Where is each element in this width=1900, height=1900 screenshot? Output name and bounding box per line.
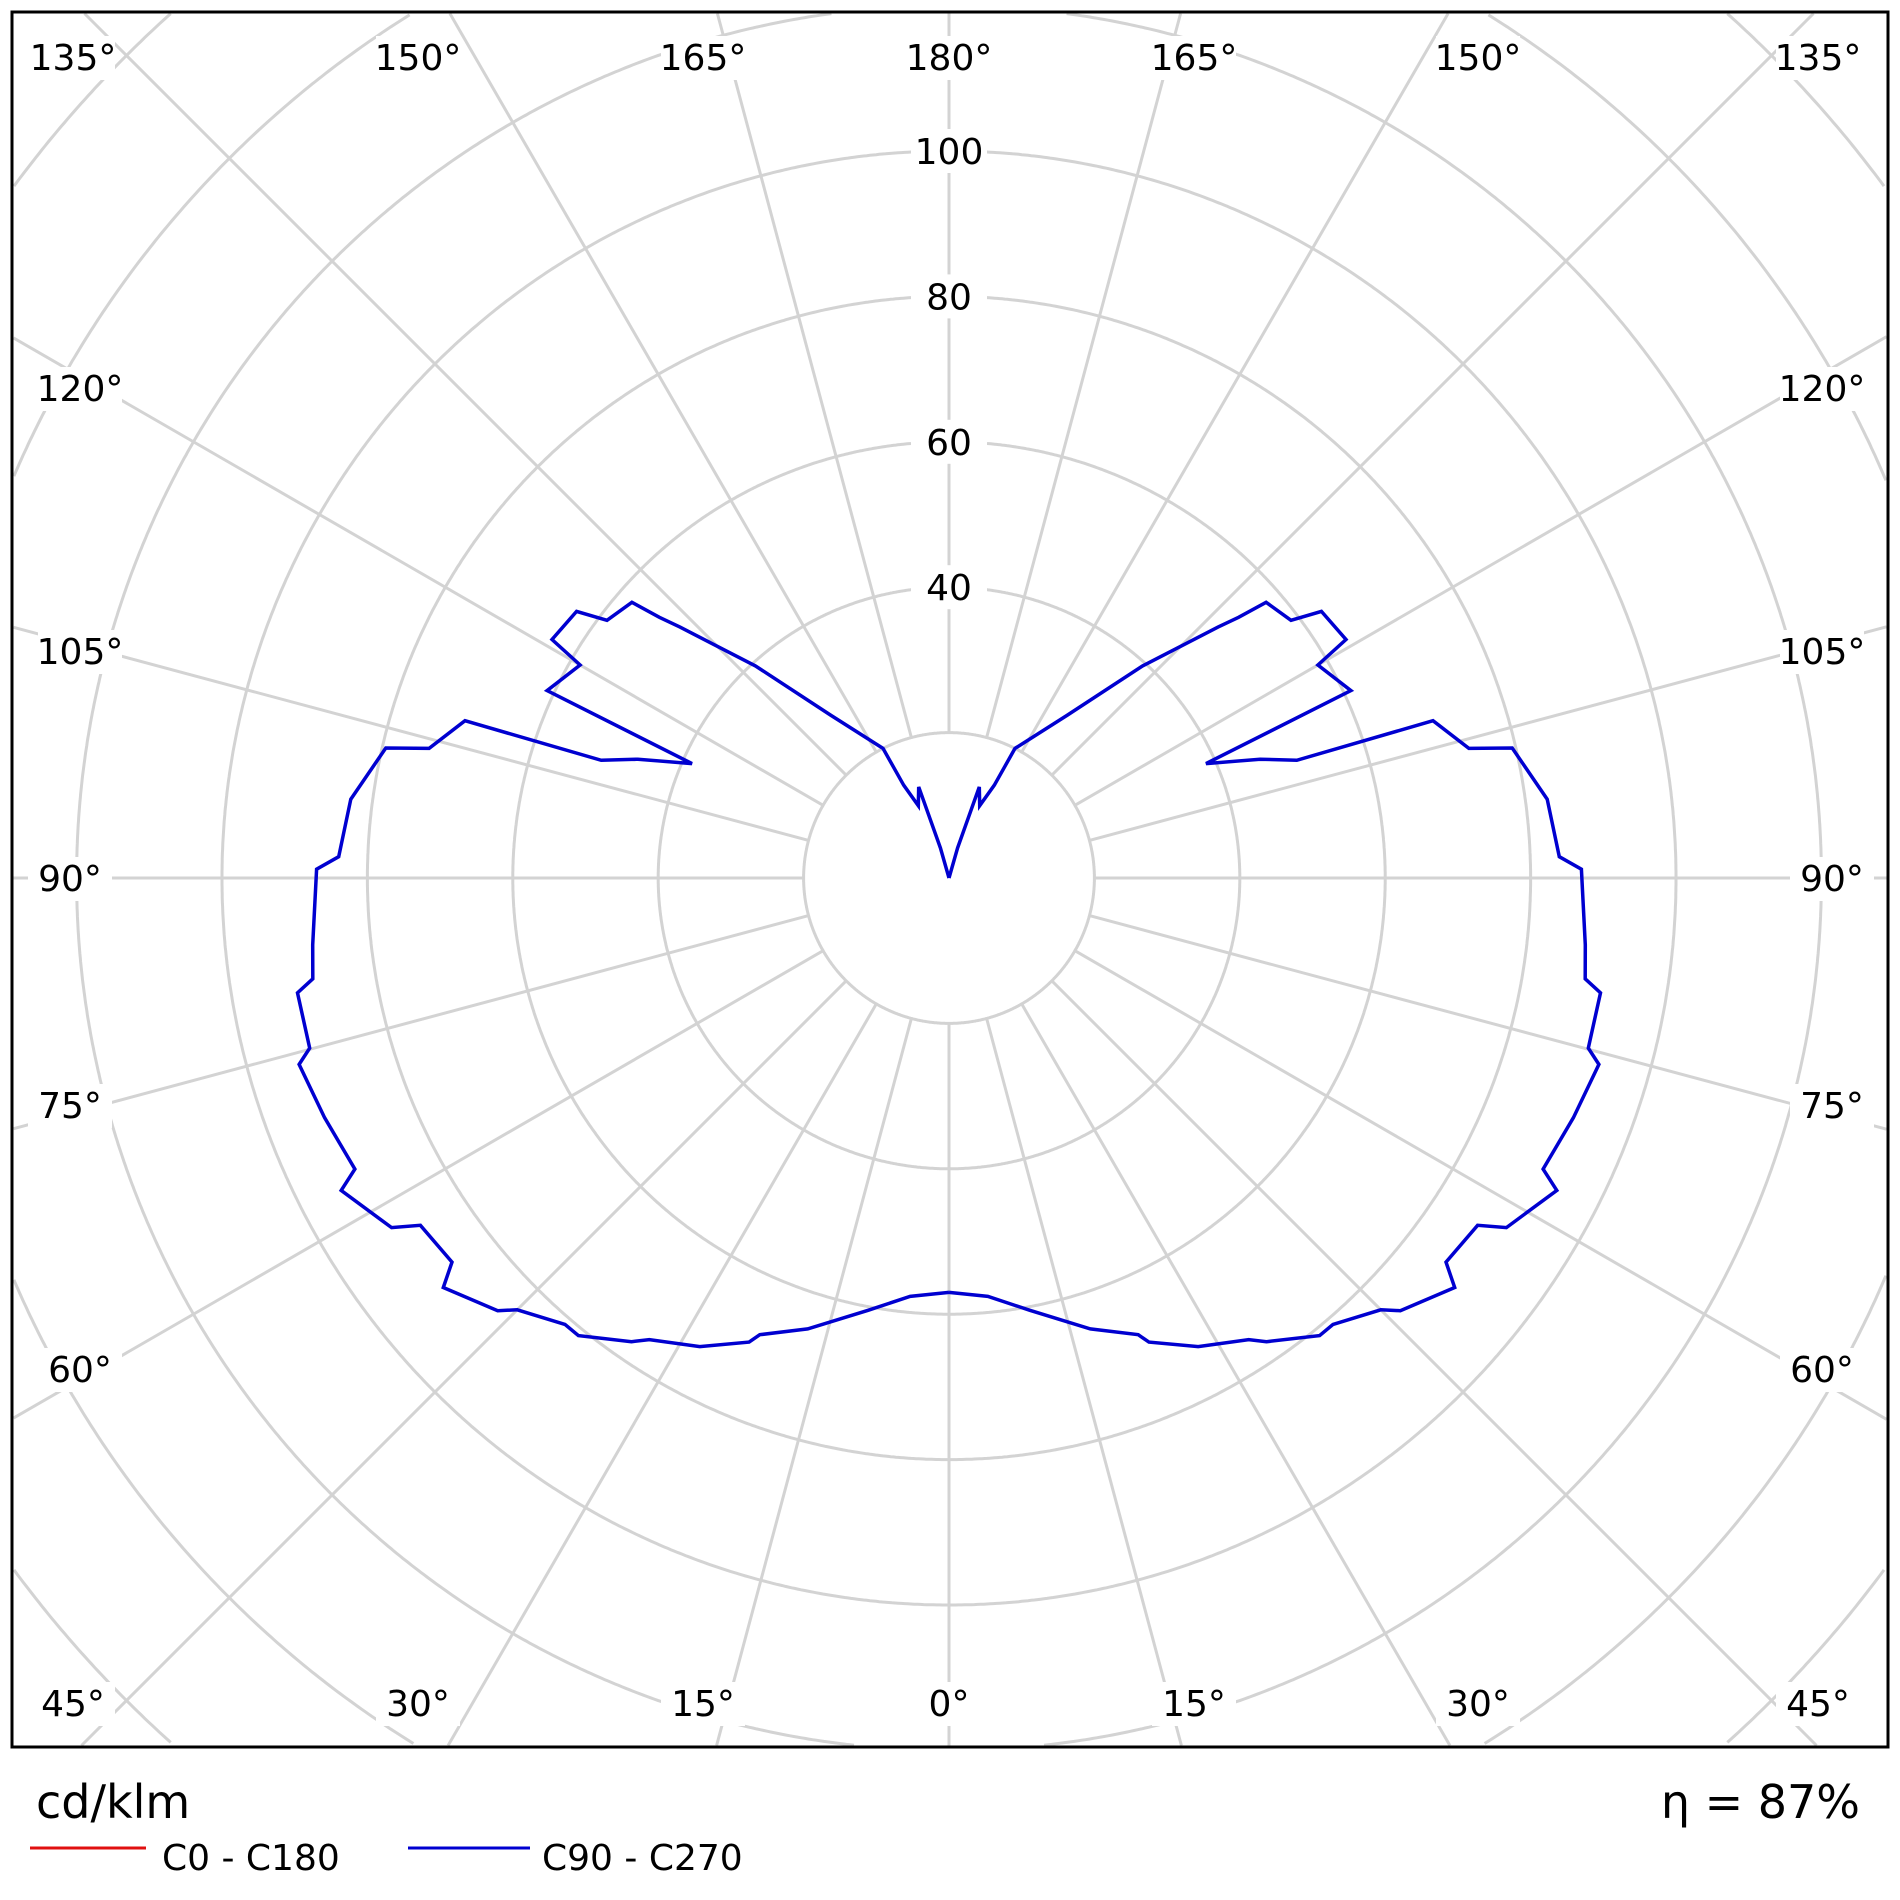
angle-label-bottom: 15° xyxy=(1162,1684,1226,1725)
grid-spoke xyxy=(1074,949,1888,1421)
angle-label-bg xyxy=(1776,36,1860,80)
angle-label-right: 120° xyxy=(1779,369,1866,410)
angle-label-bg xyxy=(661,36,745,80)
angle-label-bg xyxy=(28,1084,112,1128)
angle-label-right: 60° xyxy=(1790,1350,1854,1391)
angle-label-right: 90° xyxy=(1800,859,1864,900)
radial-tick-labels: 40 60 80 100 xyxy=(911,129,987,610)
tick-label-bg xyxy=(911,565,987,610)
angle-label-bg xyxy=(1780,367,1864,411)
angle-label-bottom: 15° xyxy=(671,1684,735,1725)
curve-c90 xyxy=(947,600,1603,1349)
angle-label-bg xyxy=(1152,36,1236,80)
unit-label: cd/klm xyxy=(36,1775,190,1829)
grid-spoke xyxy=(13,625,809,842)
angle-labels: 135° 150° 165° 180° 165° 150° 135° 120° 105° 90° 7… xyxy=(28,36,1874,1726)
angle-label-left: 90° xyxy=(38,859,102,900)
grid-spoke xyxy=(1089,914,1887,1131)
tick-label-bg xyxy=(911,129,987,173)
angle-label-bg xyxy=(376,1682,460,1726)
angle-label-bg xyxy=(1152,1682,1236,1726)
grid-spoke xyxy=(13,914,809,1131)
angle-label-right: 75° xyxy=(1800,1086,1864,1127)
grid-spoke xyxy=(12,336,824,807)
angle-label-top: 165° xyxy=(660,38,747,79)
angle-label-top: 165° xyxy=(1151,38,1238,79)
angle-label-top: 135° xyxy=(30,38,117,79)
grid-spoke xyxy=(1050,12,1815,777)
angle-label-bg xyxy=(28,857,112,901)
angle-label-bg xyxy=(907,1682,991,1726)
tick-label-bg xyxy=(911,274,987,319)
angle-label-bg xyxy=(1436,1682,1520,1726)
grid-spoke xyxy=(1074,335,1888,807)
angle-label-bg xyxy=(38,630,122,674)
radial-tick-label: 40 xyxy=(926,568,972,609)
grid-spoke xyxy=(12,949,824,1420)
angle-label-bg xyxy=(1790,857,1874,901)
grid-spoke xyxy=(80,979,848,1747)
angle-label-top: 180° xyxy=(906,38,993,79)
angle-label-top: 135° xyxy=(1775,38,1862,79)
grid-spoke xyxy=(715,13,913,738)
legend-label-c90-c270: C90 - C270 xyxy=(542,1838,743,1879)
angle-label-bg xyxy=(1790,1084,1874,1128)
angle-label-bottom: 0° xyxy=(929,1684,970,1725)
angle-label-right: 105° xyxy=(1779,632,1866,673)
angle-label-bottom: 45° xyxy=(41,1684,105,1725)
grid-spoke xyxy=(83,12,848,777)
legend-label-c0-c180: C0 - C180 xyxy=(162,1838,340,1879)
grid-spoke xyxy=(985,13,1183,738)
plot-frame xyxy=(10,10,1890,1749)
radial-tick-label: 80 xyxy=(926,277,972,318)
polar-grid xyxy=(12,12,1888,1747)
angle-label-bottom: 45° xyxy=(1786,1684,1850,1725)
grid-spoke xyxy=(1020,12,1450,753)
grid-ring xyxy=(12,12,1886,1744)
angle-label-bg xyxy=(38,1348,122,1392)
angle-label-top: 150° xyxy=(1435,38,1522,79)
grid-spoke xyxy=(446,1003,878,1747)
angle-label-left: 120° xyxy=(37,369,124,410)
radial-tick-label: 100 xyxy=(915,132,984,173)
grid-spoke xyxy=(1089,625,1887,842)
angle-label-bg xyxy=(907,36,991,80)
grid-spoke xyxy=(985,1018,1183,1746)
angle-label-left: 75° xyxy=(38,1086,102,1127)
curve-c270 xyxy=(295,600,951,1349)
tick-label-bg xyxy=(911,419,987,464)
angle-label-bg xyxy=(1780,1348,1864,1392)
grid-spoke xyxy=(715,1018,913,1746)
grid-spoke xyxy=(1020,1003,1452,1747)
angle-label-bg xyxy=(1780,630,1864,674)
angle-label-bg xyxy=(38,367,122,411)
curves xyxy=(295,600,1603,1349)
angle-label-bg xyxy=(376,36,460,80)
angle-label-bg xyxy=(31,1682,115,1726)
angle-label-bg xyxy=(31,36,115,80)
angle-label-bg xyxy=(1776,1682,1860,1726)
angle-label-bottom: 30° xyxy=(1446,1684,1510,1725)
efficiency-label: η = 87% xyxy=(1661,1775,1860,1829)
grid-ring xyxy=(12,13,1888,1745)
angle-label-top: 150° xyxy=(375,38,462,79)
grid-spoke xyxy=(448,12,878,753)
angle-label-bg xyxy=(661,1682,745,1726)
grid-spoke xyxy=(1050,979,1818,1747)
angle-label-bg xyxy=(1436,36,1520,80)
angle-label-left: 105° xyxy=(37,632,124,673)
angle-label-bottom: 30° xyxy=(386,1684,450,1725)
angle-label-left: 60° xyxy=(48,1350,112,1391)
radial-tick-label: 60 xyxy=(926,423,972,464)
